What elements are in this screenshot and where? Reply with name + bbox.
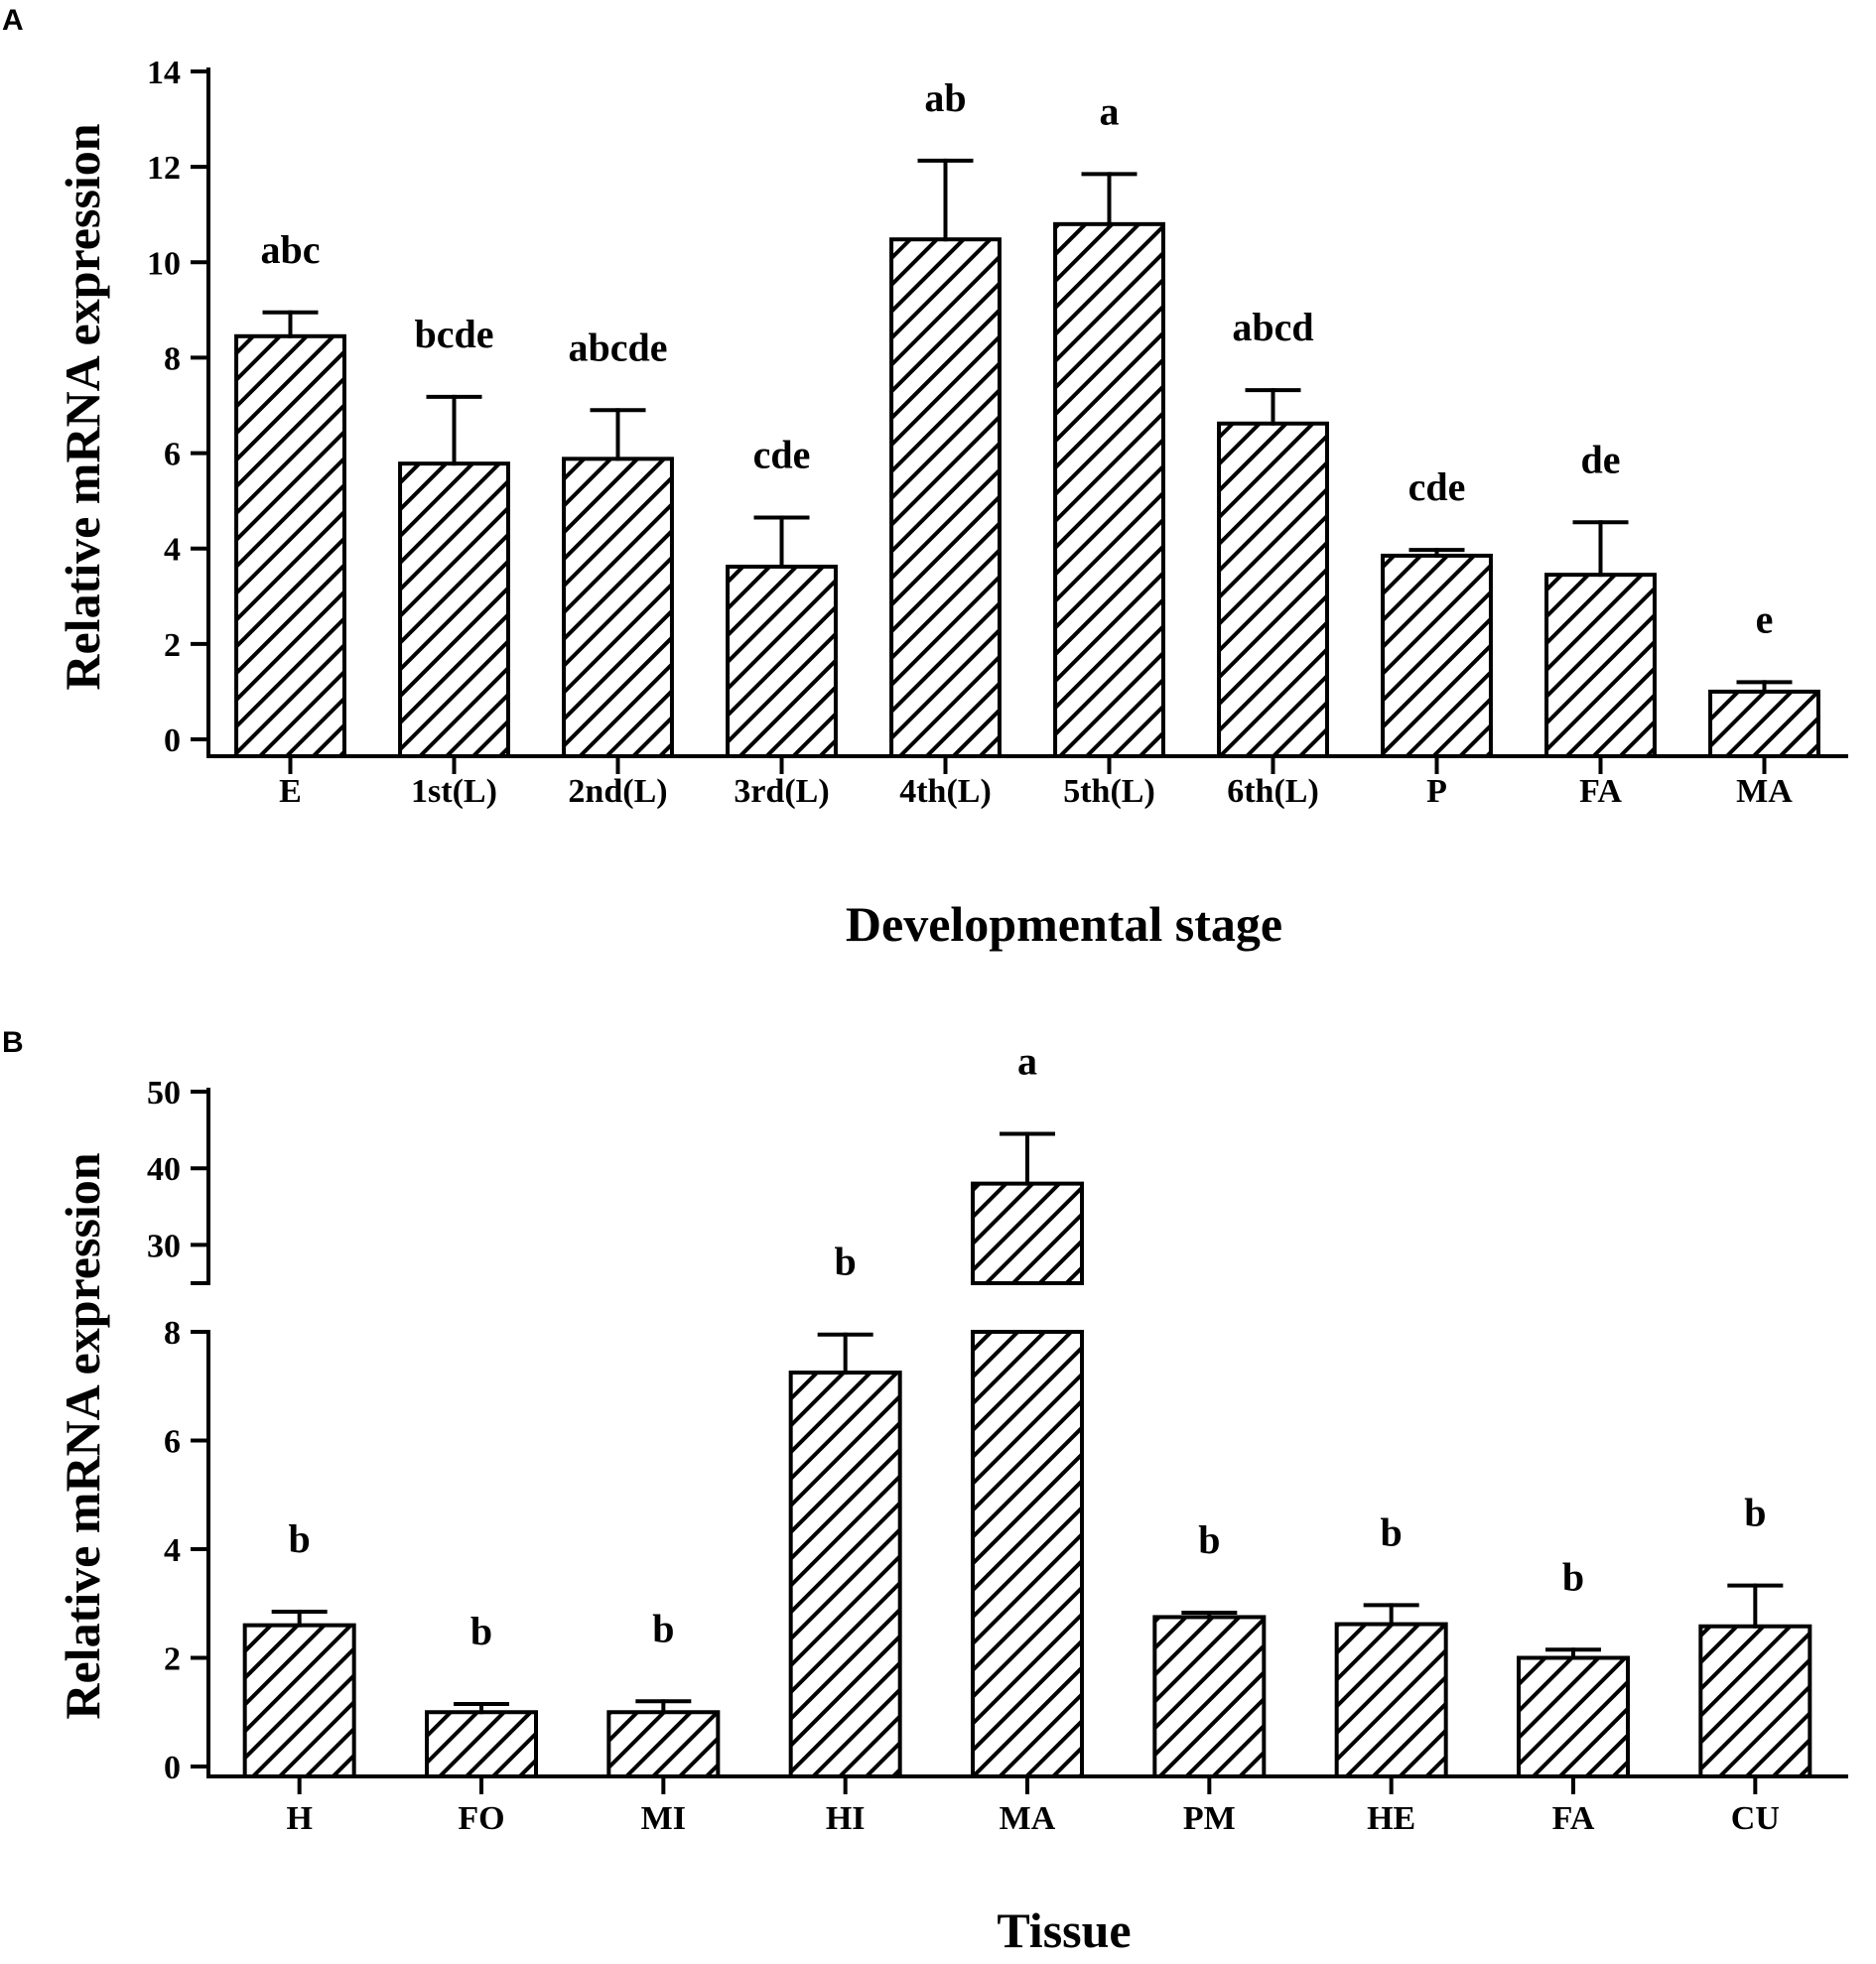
bar-a-MA <box>1708 689 1820 759</box>
x-tick-label-a: FA <box>1579 773 1622 810</box>
x-tick-label-a: 4th(L) <box>899 773 992 810</box>
significance-label-a: e <box>1756 596 1774 641</box>
significance-label-b: b <box>1198 1517 1220 1562</box>
bar-a-2nd(L) <box>562 457 674 758</box>
x-tick-label-a: 1st(L) <box>411 773 497 810</box>
bar-b-upper-MA <box>971 1181 1084 1286</box>
x-axis-title-b: Tissue <box>997 1902 1131 1958</box>
y-tick-label-a: 2 <box>164 627 181 664</box>
y-tick-label-a: 14 <box>147 55 181 91</box>
x-tick-label-a: 5th(L) <box>1063 773 1155 810</box>
y-tick-label-a: 0 <box>164 722 181 759</box>
x-axis-title-a: Developmental stage <box>846 896 1282 952</box>
y-ticks-a: 0 2 4 6 8 10 12 14 <box>147 55 210 759</box>
x-tick-label-a: 2nd(L) <box>568 773 667 810</box>
significance-label-b: b <box>289 1516 311 1561</box>
y-tick-label-a: 6 <box>164 437 181 473</box>
y-tick-label-b: 0 <box>164 1750 181 1786</box>
bar-b-FO <box>425 1710 538 1778</box>
x-tick-label-b: H <box>286 1800 312 1837</box>
bar-b-HI <box>788 1371 902 1778</box>
y-axis-title-a: Relative mRNA expression <box>55 123 110 690</box>
bar-b-HE <box>1334 1622 1448 1779</box>
y-axis-title-b: Relative mRNA expression <box>55 1152 110 1719</box>
bar-a-4th(L) <box>889 237 1002 758</box>
panel-label-b: B <box>2 1026 24 1059</box>
y-tick-label-b: 2 <box>164 1641 181 1678</box>
bar-a-FA <box>1544 573 1657 758</box>
bar-a-3rd(L) <box>726 564 838 759</box>
significance-label-b: a <box>1017 1038 1037 1083</box>
y-tick-label-b: 30 <box>147 1228 181 1264</box>
bar-b-PM <box>1152 1615 1267 1778</box>
x-tick-label-b: HI <box>826 1800 866 1837</box>
y-tick-label-a: 10 <box>147 245 181 282</box>
significance-label-b: b <box>835 1240 857 1284</box>
x-tick-label-b: FA <box>1552 1800 1595 1837</box>
x-tick-label-a: E <box>279 773 302 810</box>
x-tick-label-b: HE <box>1367 1800 1415 1837</box>
y-tick-label-b: 50 <box>147 1075 181 1112</box>
significance-label-b: b <box>1381 1509 1403 1554</box>
significance-label-a: ab <box>924 75 966 120</box>
x-tick-label-a: 3rd(L) <box>734 773 829 810</box>
significance-label-a: bcde <box>415 312 494 356</box>
panel-a: A Relative mRNA expression Developmental… <box>2 4 1848 952</box>
y-tick-label-a: 4 <box>164 532 181 569</box>
bar-a-5th(L) <box>1053 221 1165 759</box>
significance-label-a: de <box>1581 437 1621 481</box>
y-tick-label-b: 8 <box>164 1315 181 1352</box>
significance-label-b: b <box>470 1609 492 1653</box>
x-tick-label-b: FO <box>458 1800 504 1837</box>
y-tick-label-a: 12 <box>147 150 181 187</box>
panel-label-a: A <box>2 4 24 37</box>
bar-a-1st(L) <box>398 461 510 758</box>
bars-b: b b b b a b b b b <box>242 1038 1812 1779</box>
x-tick-label-b: MI <box>641 1800 686 1837</box>
x-ticks-b: H FO MI HI MA PM HE FA CU <box>286 1774 1780 1837</box>
y-ticks-b: 0 2 4 6 8 30 40 50 <box>147 1075 210 1786</box>
y-tick-label-a: 8 <box>164 340 181 377</box>
x-tick-label-b: CU <box>1731 1800 1780 1837</box>
y-tick-label-b: 40 <box>147 1151 181 1188</box>
significance-label-a: abc <box>261 227 321 272</box>
x-tick-label-a: MA <box>1736 773 1793 810</box>
x-tick-label-a: 6th(L) <box>1227 773 1319 810</box>
y-tick-label-b: 6 <box>164 1424 181 1461</box>
x-tick-label-b: MA <box>1000 1800 1056 1837</box>
bar-a-E <box>234 333 346 758</box>
x-ticks-a: E 1st(L) 2nd(L) 3rd(L) 4th(L) 5th(L) 6th(L) P FA… <box>279 754 1793 810</box>
significance-label-a: abcd <box>1232 305 1313 349</box>
significance-label-b: b <box>1562 1554 1584 1599</box>
x-tick-label-b: PM <box>1183 1800 1236 1837</box>
bar-b-MI <box>606 1710 721 1778</box>
bar-b-FA <box>1517 1655 1630 1778</box>
y-tick-label-b: 4 <box>164 1532 181 1569</box>
bar-b-CU <box>1698 1624 1812 1778</box>
bar-a-P <box>1381 553 1493 758</box>
significance-label-b: b <box>652 1606 674 1650</box>
significance-label-a: cde <box>753 432 811 476</box>
bar-b-H <box>242 1623 356 1779</box>
bar-a-6th(L) <box>1217 421 1329 758</box>
x-tick-label-a: P <box>1426 773 1447 810</box>
significance-label-b: b <box>1744 1491 1766 1535</box>
significance-label-a: cde <box>1408 464 1466 509</box>
bars-a: abc bcde abcde cde ab a abcd cde de e <box>234 75 1820 759</box>
bar-b-MA <box>971 1330 1084 1778</box>
significance-label-a: abcde <box>569 325 668 369</box>
panel-b: B Relative mRNA expression Tissue 0 2 4 6 8 3… <box>2 1026 1848 1958</box>
significance-label-a: a <box>1100 88 1120 133</box>
